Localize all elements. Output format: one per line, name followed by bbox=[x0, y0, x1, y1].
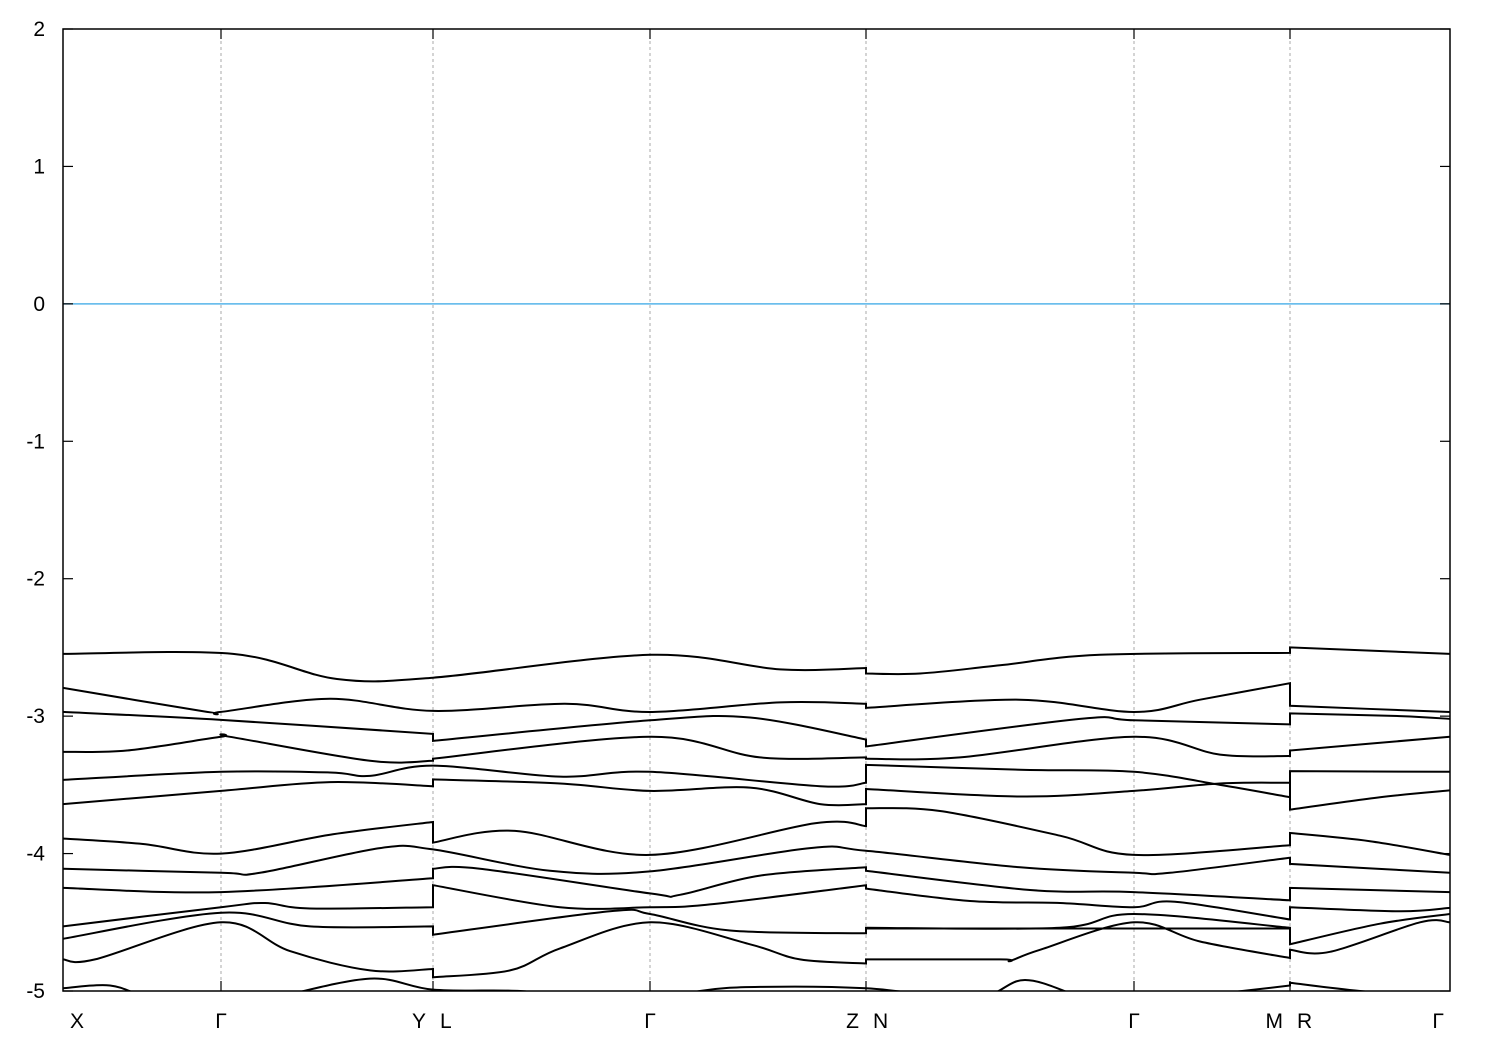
band-line bbox=[63, 646, 1450, 683]
band-line bbox=[63, 977, 1372, 991]
kpoint-label: Γ bbox=[1432, 1010, 1444, 1033]
kpoint-label: Y bbox=[412, 1010, 426, 1033]
band-line bbox=[63, 682, 1450, 716]
kpoint-label: Γ bbox=[1128, 1010, 1140, 1033]
band-line bbox=[63, 884, 1450, 928]
y-tick-label: -1 bbox=[26, 430, 45, 453]
y-axis: -5 -4 -3 -2 -1 0 1 2 bbox=[26, 18, 1450, 1003]
kpoint-label: X bbox=[70, 1010, 84, 1033]
kpoint-label: Γ bbox=[644, 1010, 656, 1033]
bands bbox=[63, 646, 1450, 991]
band-line bbox=[63, 778, 1450, 811]
kpoint-label: Z bbox=[846, 1010, 859, 1033]
band-line bbox=[63, 763, 1450, 799]
y-tick-label: 1 bbox=[33, 155, 45, 178]
band-line bbox=[63, 844, 1450, 876]
band-line bbox=[63, 865, 1450, 902]
kpoint-label: L bbox=[440, 1010, 452, 1033]
kpoint-label: N bbox=[873, 1010, 888, 1033]
y-tick-label: 2 bbox=[33, 18, 45, 41]
y-tick-label: -4 bbox=[26, 843, 45, 866]
plot-frame bbox=[62, 28, 1451, 992]
grid-lines bbox=[220, 29, 1291, 991]
band-line bbox=[63, 908, 1450, 946]
y-tick-label: 0 bbox=[33, 293, 45, 316]
kpoint-label: M bbox=[1266, 1010, 1284, 1033]
band-line bbox=[63, 733, 1450, 764]
y-tick-label: -3 bbox=[26, 705, 45, 728]
kpoint-label: Γ bbox=[215, 1010, 227, 1033]
band-line bbox=[63, 919, 1450, 979]
band-line bbox=[63, 807, 1450, 857]
kpoint-label: R bbox=[1297, 1010, 1312, 1033]
y-tick-label: -5 bbox=[26, 980, 45, 1003]
band-line bbox=[63, 710, 1450, 748]
y-tick-label: -2 bbox=[26, 568, 45, 591]
